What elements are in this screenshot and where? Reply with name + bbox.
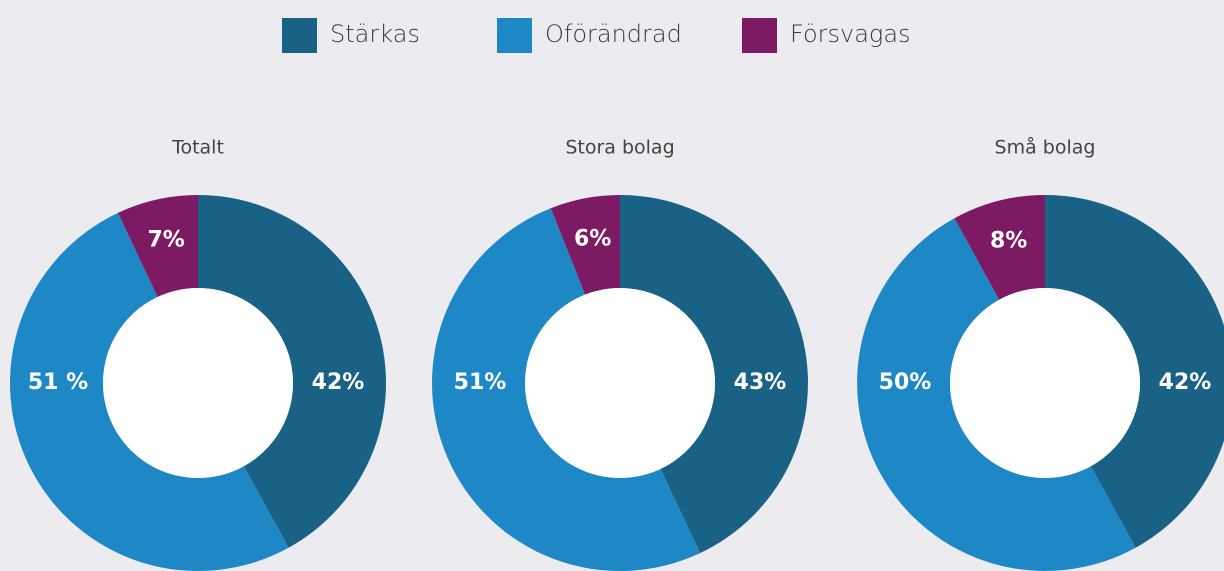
donut-slice xyxy=(1045,195,1224,548)
donut-hole xyxy=(525,288,715,478)
donut-slice xyxy=(10,212,289,571)
legend-swatch xyxy=(742,18,777,53)
data-label: 43% xyxy=(734,370,787,395)
chart-title: Totalt xyxy=(171,137,224,159)
legend-swatch xyxy=(497,18,532,53)
donut-slice xyxy=(432,208,701,571)
legend-label: Stärkas xyxy=(330,20,420,48)
donut-slice xyxy=(620,195,808,554)
chart-title: Stora bolag xyxy=(565,137,674,159)
donut-slice xyxy=(857,218,1136,571)
data-label: 42% xyxy=(1159,370,1212,395)
data-label: 51 % xyxy=(28,370,88,395)
legend-label: Försvagas xyxy=(790,20,911,48)
donut-slice xyxy=(117,195,198,298)
data-label: 42% xyxy=(312,370,365,395)
legend-swatch xyxy=(282,18,317,53)
data-label: 51% xyxy=(454,370,507,395)
donut-slice xyxy=(198,195,386,548)
data-label: 6% xyxy=(574,227,611,252)
data-label: 50% xyxy=(879,370,932,395)
data-label: 7% xyxy=(147,228,184,253)
data-label: 8% xyxy=(990,229,1027,254)
legend-label: Oförändrad xyxy=(545,20,682,48)
donut-hole xyxy=(103,288,293,478)
donut-slice xyxy=(550,195,620,295)
chart-title: Små bolag xyxy=(995,136,1096,159)
donut-hole xyxy=(950,288,1140,478)
donut-slice xyxy=(954,195,1045,300)
